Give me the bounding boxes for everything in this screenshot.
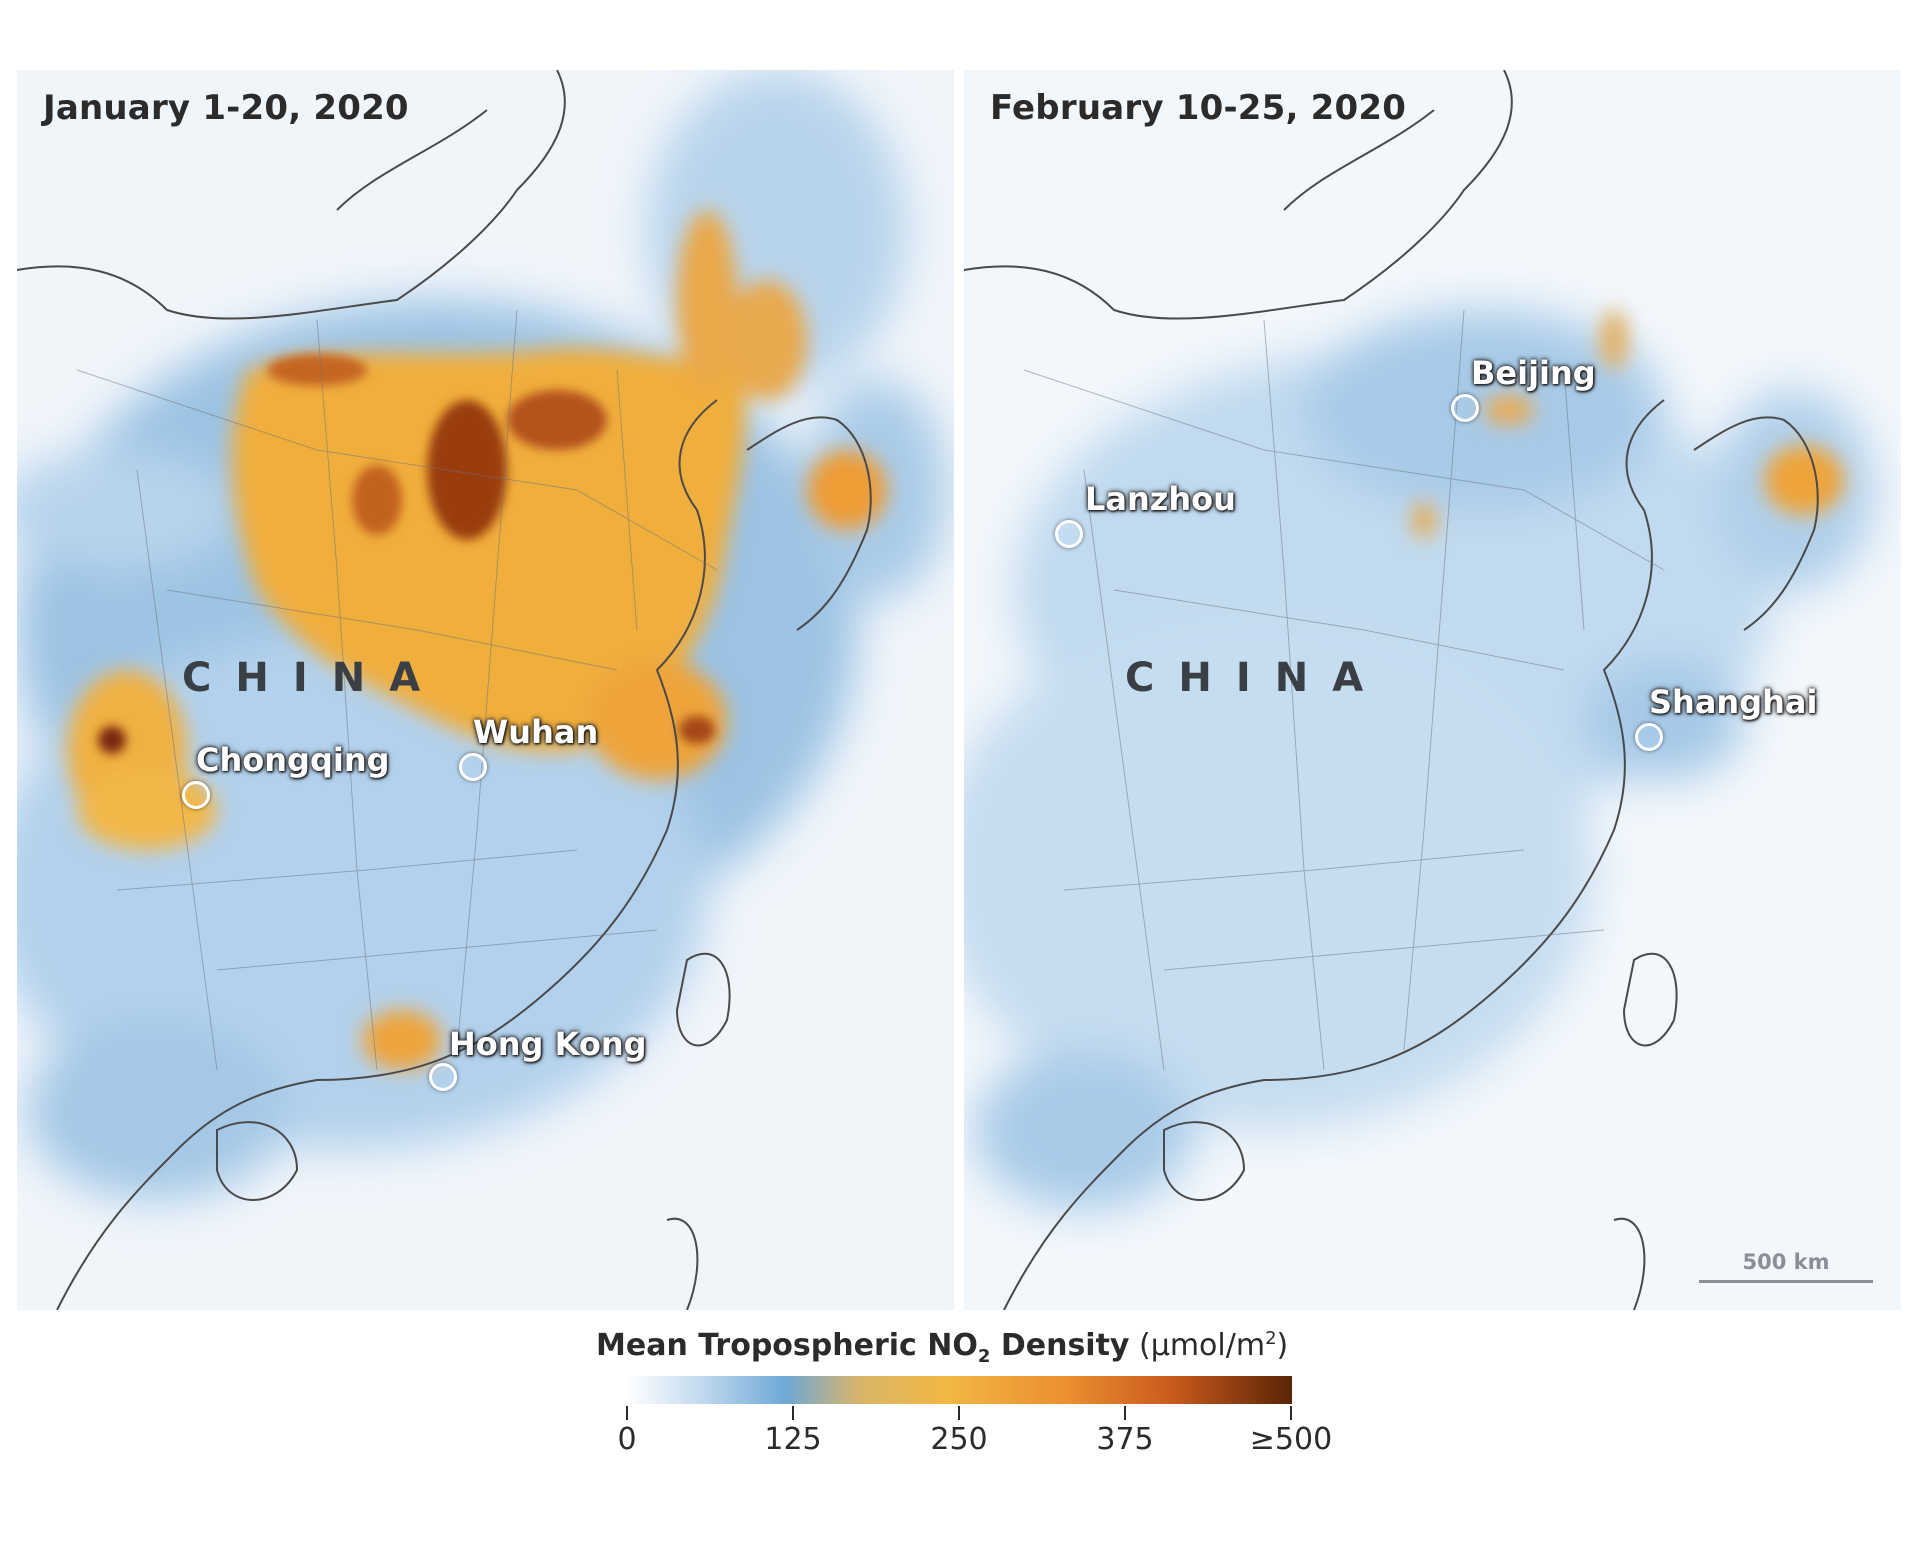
legend-title-rest: Density: [990, 1328, 1130, 1363]
scale-bar-label: 500 km: [1742, 1250, 1830, 1274]
legend-tick-label: 250: [930, 1422, 988, 1457]
location-circle-icon: [429, 1063, 457, 1091]
scale-bar-line: [1699, 1280, 1873, 1283]
location-circle-icon: [459, 753, 487, 781]
city-label-shanghai: Shanghai: [1649, 683, 1818, 721]
legend-tick: [626, 1406, 628, 1420]
legend-tick: [958, 1406, 960, 1420]
legend-title-main: Mean Tropospheric NO: [596, 1328, 978, 1363]
no2-orange-high: [67, 210, 887, 1070]
panel-date-label: January 1-20, 2020: [43, 88, 409, 128]
no2-map-february: [964, 70, 1901, 1310]
city-label-lanzhou: Lanzhou: [1085, 480, 1236, 518]
location-circle-icon: [1055, 520, 1083, 548]
location-circle-icon: [1451, 394, 1479, 422]
legend-tick: [1290, 1406, 1292, 1420]
country-label: CHINA: [1125, 655, 1388, 701]
legend-tick-label: 0: [617, 1422, 637, 1457]
coastline-borders: [964, 70, 1819, 1310]
legend-gradient-bar: [626, 1376, 1292, 1404]
road-network: [76, 309, 718, 1071]
legend-tick: [1124, 1406, 1126, 1420]
country-label: CHINA: [182, 655, 445, 701]
location-circle-icon: [182, 781, 210, 809]
legend-title-sub: 2: [977, 1346, 991, 1367]
coastline-borders: [17, 70, 872, 1310]
no2-map-january: [17, 70, 954, 1310]
legend-tick-label: 125: [764, 1422, 822, 1457]
legend-tick-label: ≥500: [1249, 1422, 1333, 1457]
map-panel-january: January 1-20, 2020 CHINA Wuhan Chongqing…: [17, 70, 954, 1310]
road-network: [1023, 309, 1665, 1071]
scale-bar: 500 km: [1699, 1250, 1873, 1283]
legend-tick: [792, 1406, 794, 1420]
legend-units-suffix: ): [1276, 1328, 1289, 1363]
city-label-beijing: Beijing: [1471, 354, 1596, 392]
legend-units: (µmol/m: [1139, 1328, 1266, 1363]
map-panel-february: February 10-25, 2020 CHINA Beijing Lanzh…: [964, 70, 1901, 1310]
city-label-wuhan: Wuhan: [473, 713, 599, 751]
city-label-chongqing: Chongqing: [196, 741, 390, 779]
legend-title: Mean Tropospheric NO2 Density (µmol/m2): [596, 1328, 1288, 1367]
location-circle-icon: [1635, 723, 1663, 751]
legend-units-sup: 2: [1265, 1328, 1277, 1349]
legend-tick-label: 375: [1096, 1422, 1154, 1457]
panel-date-label: February 10-25, 2020: [990, 88, 1407, 128]
no2-orange-low: [1412, 310, 1844, 538]
no2-dark-high: [98, 354, 715, 754]
city-label-hong-kong: Hong Kong: [449, 1025, 647, 1063]
